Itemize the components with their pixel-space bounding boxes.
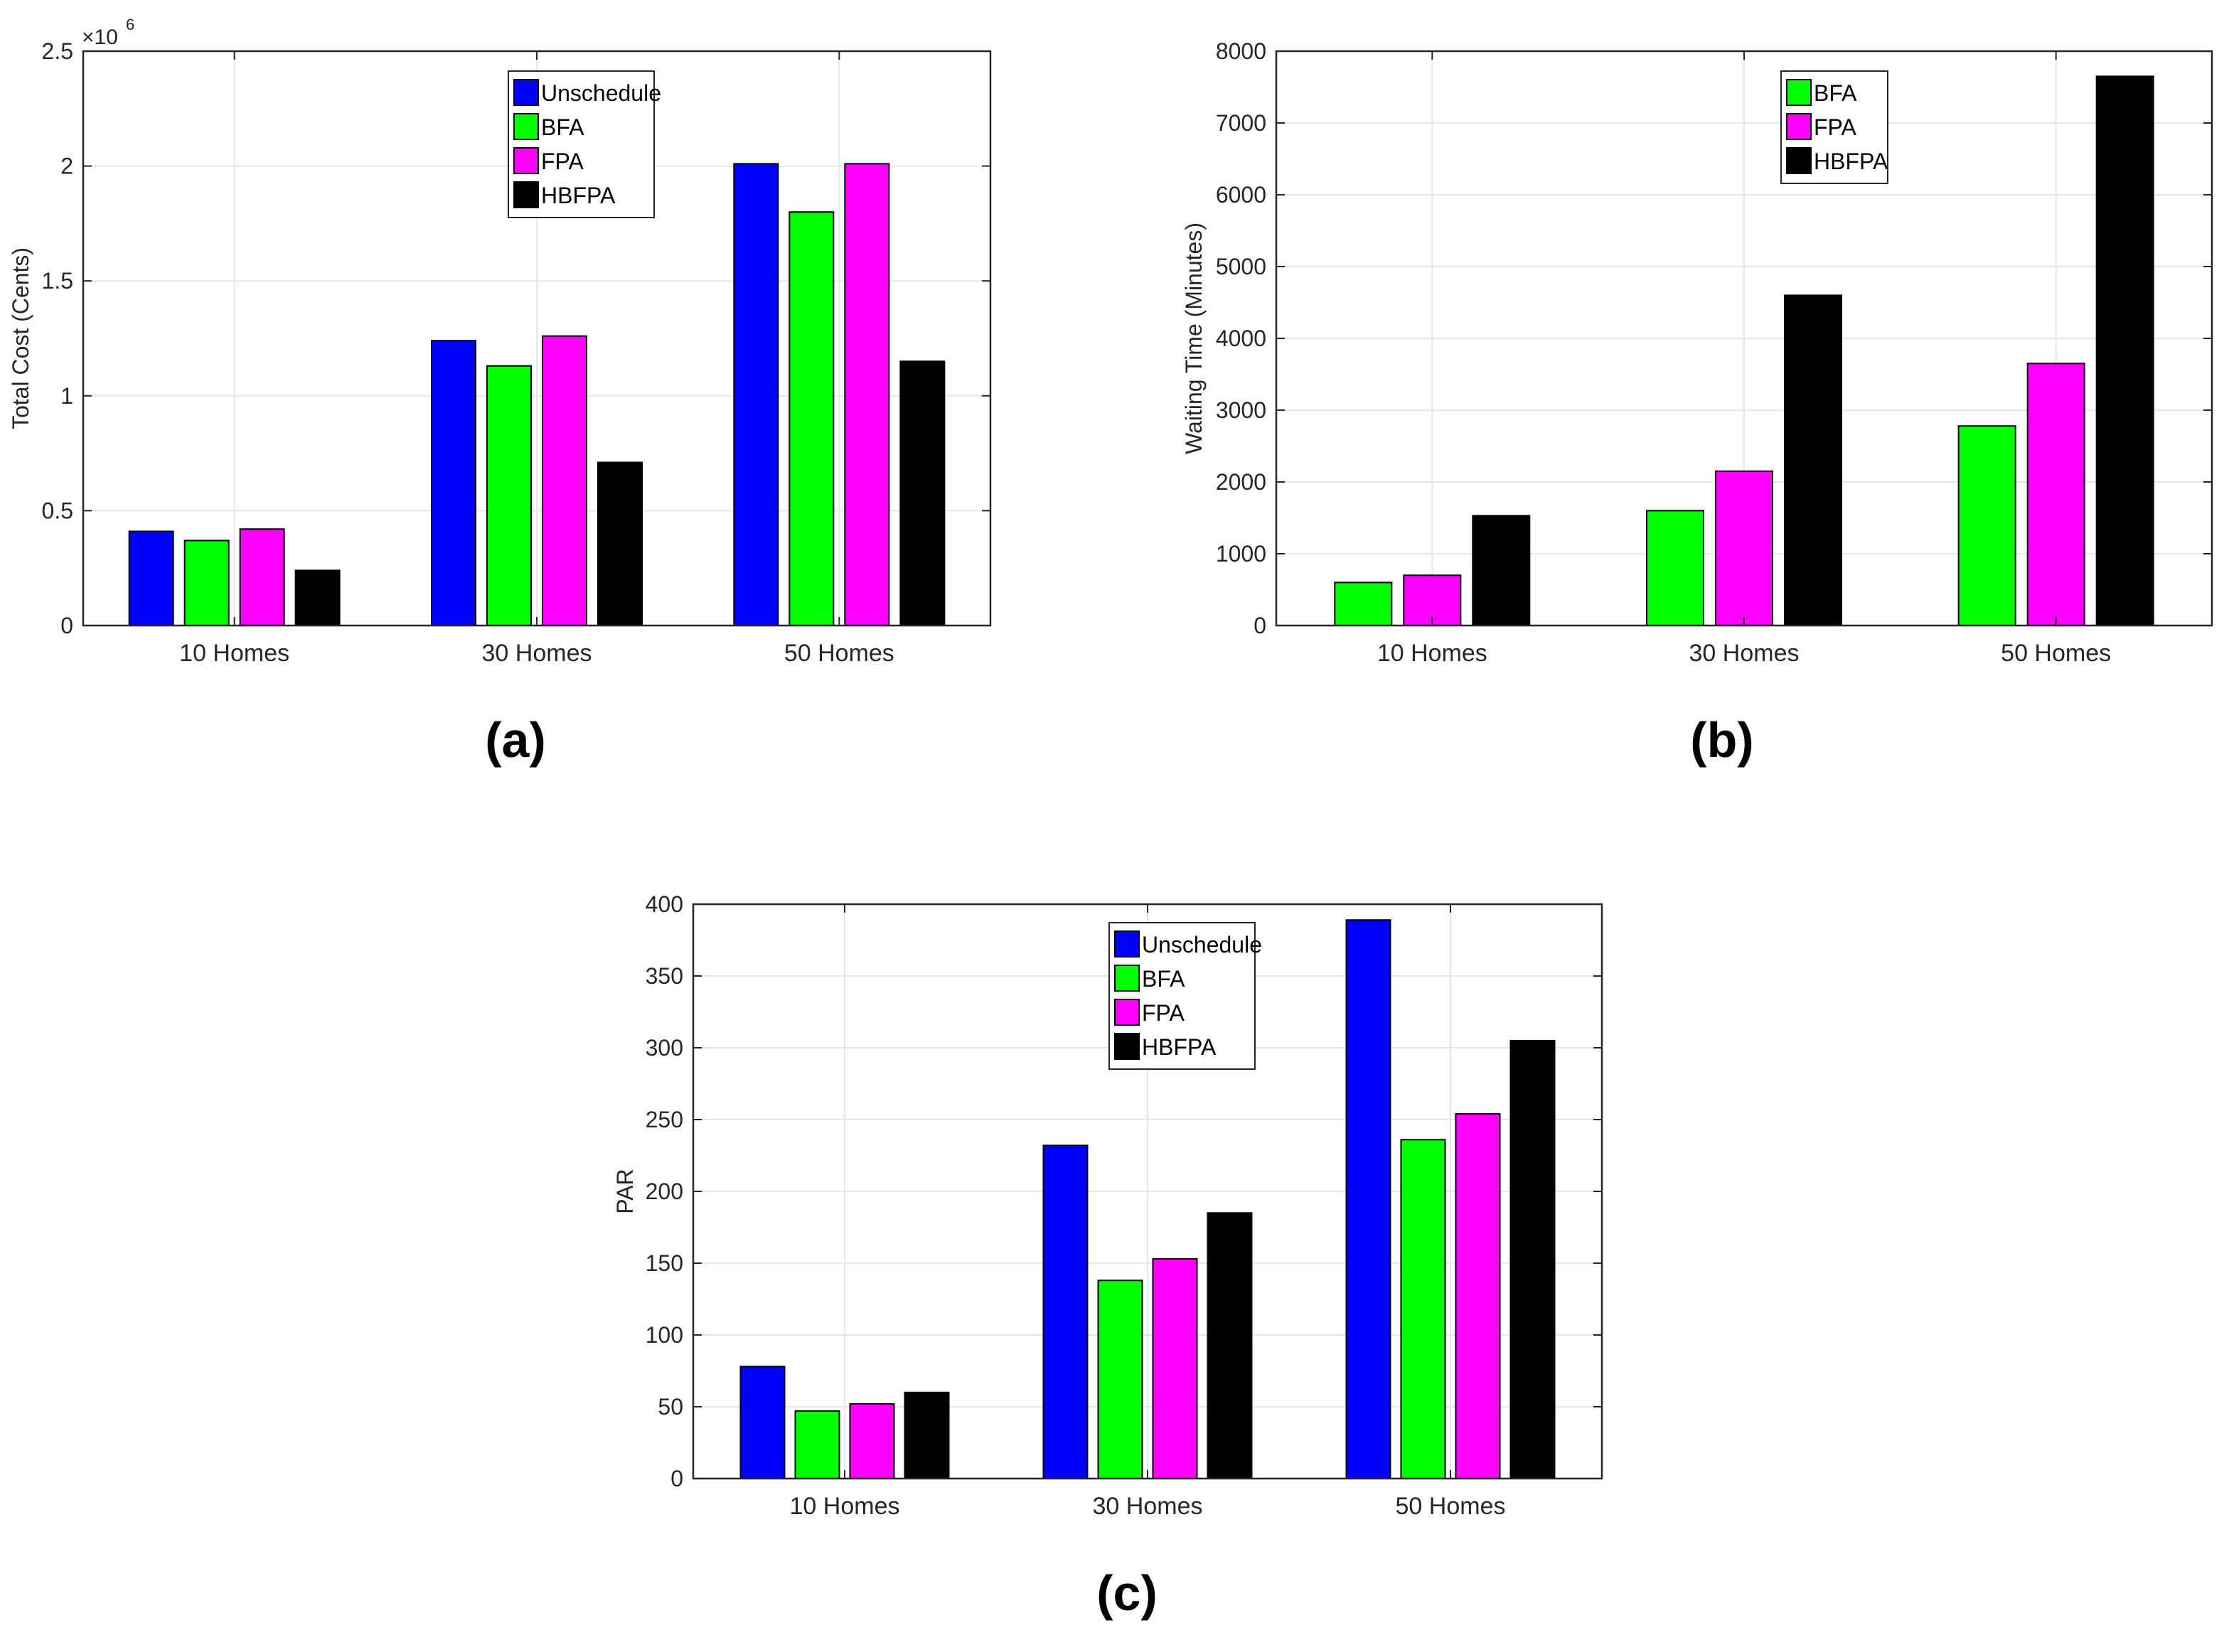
y-tick-label: 2 [60, 154, 73, 179]
x-tick-label: 50 Homes [1396, 1493, 1506, 1520]
bar-unschedule [1042, 1144, 1089, 1479]
legend-label-bfa: BFA [541, 114, 584, 140]
bar-hbfpa [1207, 1212, 1253, 1480]
y-axis-label: Waiting Time (Minutes) [1181, 222, 1207, 454]
y-tick-label: 1.5 [42, 268, 73, 294]
legend-swatch-unschedule [1114, 930, 1140, 958]
bar-hbfpa [904, 1391, 950, 1480]
y-tick-label: 5000 [1216, 254, 1266, 279]
bar-fpa [1455, 1112, 1501, 1480]
bar-bfa [1097, 1280, 1143, 1479]
chart-panel-a: 0 0.5 1 1.5 2 2.5 10 Homes 30 Homes 50 Homes ×10 6… [8, 16, 992, 768]
legend-swatch-unschedule [513, 79, 539, 106]
legend-swatch-bfa [1114, 965, 1140, 992]
x-tick-label: 10 Homes [790, 1493, 900, 1520]
legend-label-unschedule: Unschedule [1142, 932, 1262, 958]
legend-swatch-fpa [1114, 999, 1140, 1026]
y-tick-label: 7000 [1216, 110, 1266, 136]
legend-label-hbfpa: HBFPA [1142, 1034, 1217, 1060]
y-axis-label: PAR [612, 1169, 638, 1213]
x-tick-label: 30 Homes [482, 640, 592, 667]
bar-hbfpa [899, 360, 946, 626]
bar-unschedule [128, 530, 174, 626]
y-tick-label: 150 [646, 1250, 683, 1276]
y-tick-label: 350 [646, 963, 683, 989]
y-tick-label: 200 [646, 1179, 683, 1204]
bar-hbfpa [1509, 1039, 1556, 1479]
bar-bfa [789, 211, 835, 626]
legend-swatch-bfa [1786, 79, 1812, 106]
y-tick-label: 0.5 [42, 498, 73, 523]
x-tick-label: 30 Homes [1093, 1493, 1203, 1520]
y-tick-label: 3000 [1216, 397, 1266, 423]
y-tick-label: 1000 [1216, 541, 1266, 567]
bar-unschedule [733, 163, 779, 627]
bar-bfa [1957, 425, 2016, 626]
y-tick-label: 2.5 [42, 38, 73, 64]
legend-swatch-hbfpa [1114, 1033, 1140, 1060]
y-tick-label: 100 [646, 1322, 683, 1348]
bar-bfa [183, 540, 230, 627]
bar-fpa [542, 335, 587, 626]
legend-label-hbfpa: HBFPA [541, 183, 616, 208]
x-tick-label: 50 Homes [784, 640, 894, 667]
legend-label-fpa: FPA [1814, 114, 1857, 140]
panel-caption: (a) [485, 712, 546, 768]
bar-fpa [1715, 470, 1773, 626]
x-tick-label: 10 Homes [179, 640, 289, 667]
panel-caption: (c) [1096, 1565, 1158, 1621]
legend-label-bfa: BFA [1142, 966, 1185, 992]
legend-swatch-hbfpa [513, 181, 539, 208]
y-tick-label: 300 [646, 1035, 683, 1061]
bar-bfa [794, 1410, 840, 1480]
chart-panel-c: 0 50 100 150 200 250 300 350 400 10 Homes 30 Homes… [612, 891, 1603, 1621]
bar-fpa [239, 528, 285, 626]
y-tick-label: 0 [670, 1466, 683, 1491]
bar-fpa [2026, 363, 2085, 626]
legend-swatch-bfa [513, 113, 539, 140]
bar-bfa [1334, 581, 1393, 627]
y-tick-label: 0 [1254, 613, 1266, 638]
bar-bfa [1646, 510, 1704, 627]
x-tick-label: 50 Homes [2001, 640, 2111, 667]
bar-bfa [1400, 1139, 1446, 1480]
legend-label-fpa: FPA [1142, 1000, 1185, 1026]
bar-unschedule [739, 1366, 786, 1479]
y-tick-label: 8000 [1216, 38, 1266, 64]
legend-swatch-fpa [1786, 113, 1812, 140]
bar-fpa [844, 163, 890, 627]
chart-panel-b: 0 1000 2000 3000 4000 5000 6000 7000 8000 10 Home… [1181, 38, 2213, 768]
y-axis-label: Total Cost (Cents) [8, 247, 33, 429]
bar-hbfpa [294, 569, 341, 627]
y-tick-label: 250 [646, 1107, 683, 1132]
y-tick-label: 2000 [1216, 469, 1266, 495]
bar-unschedule [1345, 919, 1391, 1479]
bar-hbfpa [597, 461, 643, 627]
x-tick-label: 30 Homes [1689, 640, 1800, 667]
y-tick-label: 6000 [1216, 182, 1266, 208]
bar-hbfpa [1784, 294, 1842, 626]
bar-bfa [486, 365, 532, 626]
legend-label-fpa: FPA [541, 149, 584, 174]
legend-swatch-fpa [513, 147, 539, 174]
y-tick-label: 1 [60, 383, 73, 409]
legend-swatch-hbfpa [1786, 147, 1812, 174]
y-tick-label: 400 [646, 891, 683, 917]
panel-caption: (b) [1690, 712, 1753, 768]
bar-hbfpa [1472, 515, 1531, 626]
y-tick-label: 4000 [1216, 326, 1266, 351]
legend-label-bfa: BFA [1814, 80, 1857, 106]
legend-label-unschedule: Unschedule [541, 80, 661, 106]
bar-fpa [849, 1402, 895, 1479]
x-tick-label: 10 Homes [1377, 640, 1487, 667]
y-tick-label: 0 [60, 613, 73, 638]
bar-fpa [1152, 1257, 1198, 1479]
y-exponent-label: ×10 [82, 26, 118, 49]
y-tick-label: 50 [658, 1394, 683, 1420]
bar-hbfpa [2095, 75, 2154, 627]
bar-unschedule [431, 340, 476, 626]
legend-label-hbfpa: HBFPA [1814, 149, 1888, 174]
y-exponent-power: 6 [126, 16, 134, 33]
